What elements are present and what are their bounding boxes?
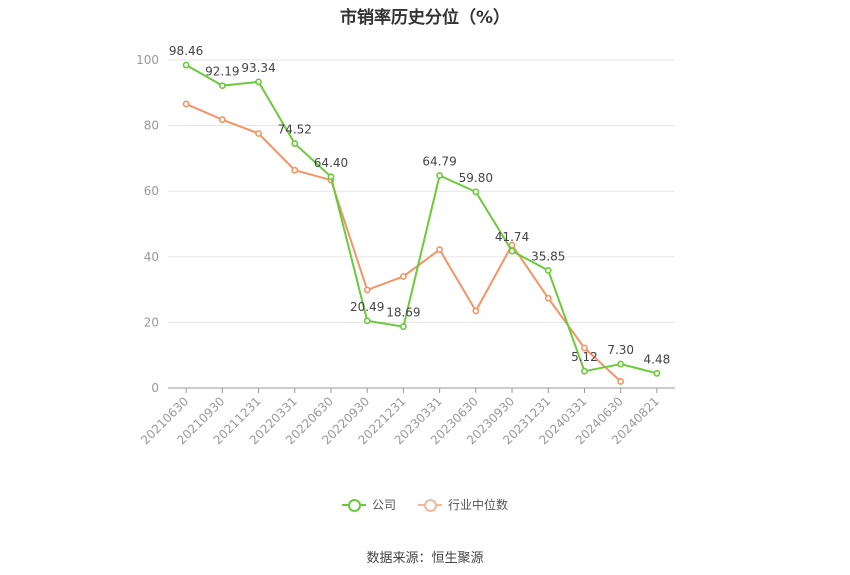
point-company-20210630 bbox=[182, 61, 190, 69]
data-label-company-20240630: 7.30 bbox=[607, 343, 634, 357]
data-label-company-20230930: 41.74 bbox=[495, 230, 529, 244]
series-industry-median bbox=[182, 100, 625, 385]
point-industry-median-20210930 bbox=[218, 116, 226, 124]
point-company-20230930 bbox=[508, 247, 516, 255]
series-layer bbox=[182, 61, 661, 385]
data-label-company-20210630: 98.46 bbox=[169, 44, 203, 58]
point-industry-median-20240630 bbox=[617, 378, 625, 385]
point-company-20240630 bbox=[617, 360, 625, 368]
data-label-company-20220930: 20.49 bbox=[350, 300, 384, 314]
data-label-company-20240821: 4.48 bbox=[644, 352, 671, 366]
legend: 公司 行业中位数 bbox=[0, 496, 850, 513]
axes: 0204060801002021063020210930202112312022… bbox=[136, 53, 675, 447]
y-tick-label-20: 20 bbox=[144, 315, 159, 329]
point-industry-median-20230630 bbox=[472, 307, 480, 315]
legend-item-industry-median[interactable]: 行业中位数 bbox=[418, 496, 508, 513]
series-company bbox=[182, 61, 661, 377]
legend-label-company: 公司 bbox=[371, 498, 396, 512]
y-tick-label-60: 60 bbox=[144, 184, 159, 198]
point-industry-median-20231231 bbox=[544, 294, 552, 302]
point-company-20230630 bbox=[472, 188, 480, 196]
y-tick-label-80: 80 bbox=[144, 119, 159, 133]
point-company-20231231 bbox=[544, 267, 552, 274]
data-label-company-20221231: 18.69 bbox=[386, 306, 420, 320]
legend-swatch-company bbox=[341, 498, 366, 512]
chart-title: 市销率历史分位（%） bbox=[339, 8, 511, 28]
legend-swatch-industry-median bbox=[418, 498, 442, 512]
point-company-20220630 bbox=[327, 173, 335, 181]
point-industry-median-20211231 bbox=[255, 130, 262, 137]
point-company-20240821 bbox=[653, 369, 661, 377]
data-label-company-20230331: 64.79 bbox=[422, 154, 456, 168]
data-label-company-20210930: 92.19 bbox=[205, 65, 239, 79]
data-label-company-20220331: 74.52 bbox=[278, 123, 312, 137]
data-label-company-20230630: 59.80 bbox=[459, 171, 493, 185]
line-industry-median bbox=[185, 103, 622, 383]
point-industry-median-20230331 bbox=[436, 246, 444, 253]
data-label-company-20211231: 93.34 bbox=[241, 61, 275, 75]
data-label-company-20240331: 5.12 bbox=[571, 350, 598, 364]
line-company bbox=[185, 64, 658, 375]
point-company-20211231 bbox=[255, 78, 262, 86]
point-company-20240331 bbox=[581, 367, 588, 375]
point-industry-median-20210630 bbox=[182, 100, 190, 108]
point-company-20210930 bbox=[218, 82, 226, 90]
point-industry-median-20220930 bbox=[363, 286, 371, 294]
point-industry-median-20221231 bbox=[399, 273, 407, 280]
legend-label-industry-median: 行业中位数 bbox=[448, 498, 509, 512]
data-label-company-20231231: 35.85 bbox=[531, 249, 565, 263]
source-note: 数据来源：恒生聚源 bbox=[366, 551, 484, 566]
legend-item-company[interactable]: 公司 bbox=[341, 496, 396, 513]
point-company-20220331 bbox=[291, 140, 299, 147]
point-industry-median-20220331 bbox=[291, 166, 299, 174]
point-company-20230331 bbox=[436, 172, 444, 179]
grid-lines bbox=[168, 59, 675, 323]
y-tick-label-40: 40 bbox=[144, 250, 159, 264]
point-industry-median-20240331 bbox=[581, 344, 588, 352]
point-company-20221231 bbox=[399, 323, 407, 331]
data-label-company-20220630: 64.40 bbox=[314, 156, 348, 170]
y-tick-label-100: 100 bbox=[136, 53, 159, 67]
y-tick-label-0: 0 bbox=[151, 381, 159, 395]
point-company-20220930 bbox=[363, 317, 371, 325]
